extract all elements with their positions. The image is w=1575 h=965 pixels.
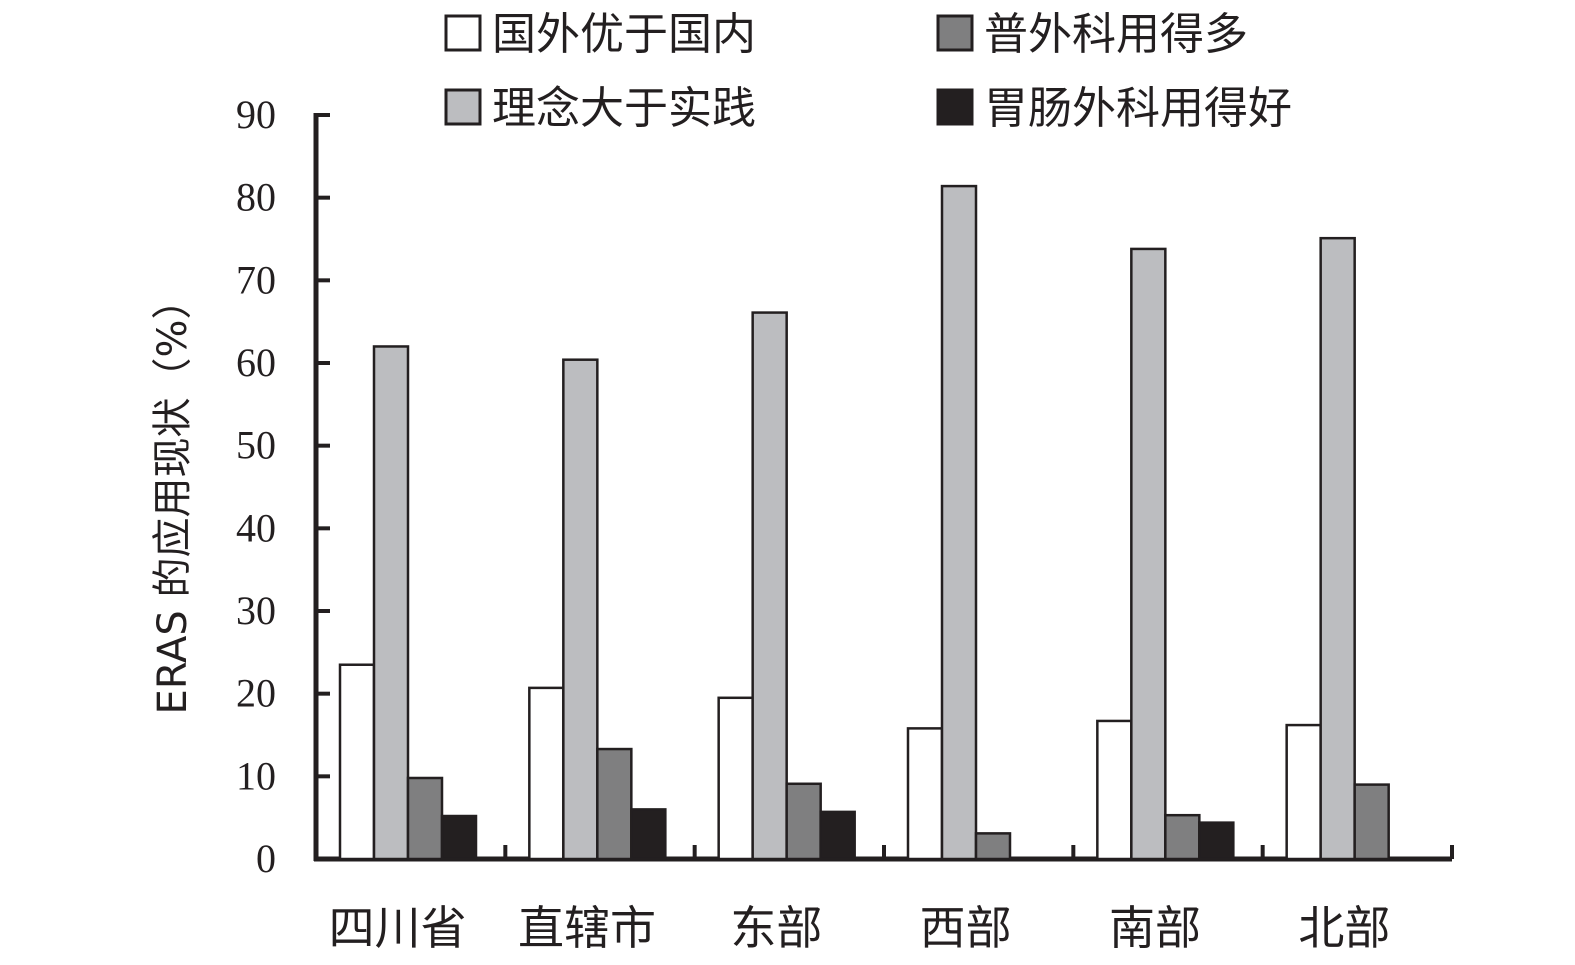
legend-label-3: 普外科用得多 [984,9,1248,60]
y-tick-label-30: 30 [236,588,276,633]
x-axis: 四川省 直辖市 东部 西部 南部 北部 [314,845,1454,955]
y-tick-label-50: 50 [236,423,276,468]
bar-4-2 [630,808,667,861]
y-tick-label-80: 80 [236,175,276,220]
bar-series-group [338,184,1390,861]
bar-1-1 [338,663,376,861]
y-tick-label-70: 70 [236,257,276,302]
legend-label-4: 胃肠外科用得好 [984,83,1292,134]
bar-3-6 [1353,783,1390,861]
legend-swatch-4 [936,88,974,126]
x-category-label-3: 东部 [730,901,822,955]
legend-swatch-2 [444,88,482,126]
bar-4-3 [819,810,856,861]
bar-3-1 [406,776,444,861]
bar-3-3 [785,782,822,861]
x-category-label-2: 直辖市 [518,901,656,955]
bar-2-4 [940,184,978,861]
y-tick-label-90: 90 [236,92,276,137]
bar-1-5 [1096,719,1133,861]
bar-4-5 [1198,821,1235,861]
y-tick-label-20: 20 [236,671,276,716]
x-category-label-5: 南部 [1109,901,1201,955]
bar-1-6 [1285,723,1322,861]
x-category-label-1: 四川省 [329,901,467,955]
y-axis-label: ERAS 的应用现状（%） [150,280,196,715]
legend-swatch-1 [444,14,482,52]
bar-2-2 [562,358,599,861]
legend-label-2: 理念大于实践 [492,83,756,134]
legend-label-1: 国外优于国内 [492,9,756,60]
bar-1-3 [717,696,754,861]
x-category-label-4: 西部 [920,901,1012,955]
bar-1-4 [906,727,944,861]
bar-4-1 [440,814,478,861]
bar-2-5 [1130,247,1167,861]
bar-3-5 [1164,813,1201,861]
bar-3-4 [974,832,1012,861]
y-tick-label-0: 0 [256,836,276,881]
y-tick-label-60: 60 [236,340,276,385]
bar-2-6 [1319,236,1356,861]
y-tick-label-10: 10 [236,753,276,798]
y-axis: 0 10 20 30 40 50 60 70 80 90 [236,92,330,881]
bar-2-3 [751,311,788,861]
bar-2-1 [372,345,410,861]
bar-1-2 [528,686,565,861]
x-category-label-6: 北部 [1298,901,1390,955]
legend-swatch-3 [936,14,974,52]
bar-3-2 [596,747,633,861]
y-tick-label-40: 40 [236,505,276,550]
